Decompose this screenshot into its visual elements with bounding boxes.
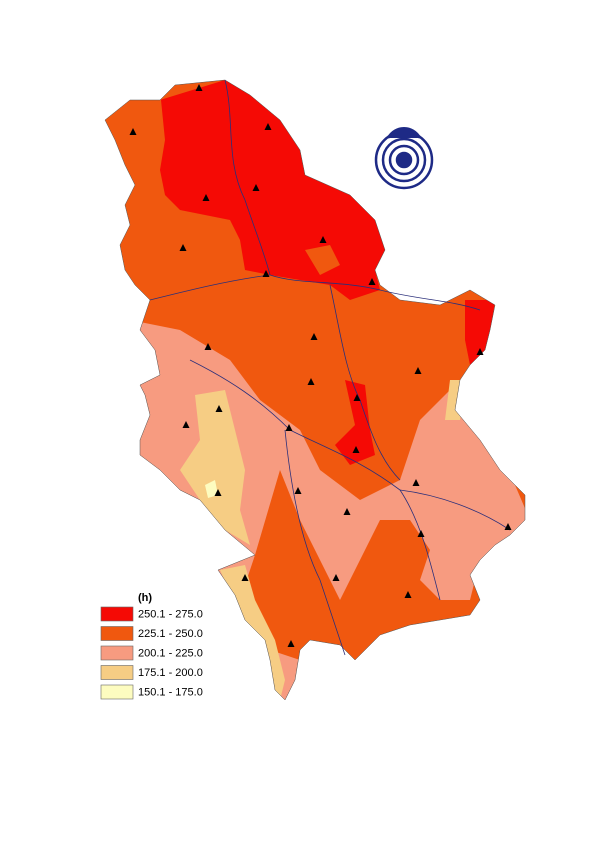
- station: [417, 530, 425, 537]
- legend-swatch: [100, 684, 134, 700]
- station: [368, 278, 376, 285]
- station: [204, 343, 212, 350]
- legend-label: 175.1 - 200.0: [138, 667, 203, 679]
- river: [149, 274, 271, 301]
- station: [332, 574, 340, 581]
- station: [202, 194, 210, 201]
- station: [404, 591, 412, 598]
- legend-title: (h): [138, 592, 152, 604]
- station: [343, 508, 351, 515]
- legend-label: 200.1 - 225.0: [138, 647, 203, 659]
- station: [294, 487, 302, 494]
- station: [252, 184, 260, 191]
- station: [287, 640, 295, 647]
- station: [262, 270, 270, 277]
- zone-150-175: [205, 480, 218, 498]
- station: [179, 244, 187, 251]
- zone-250-275-center: [335, 380, 375, 465]
- logo: [374, 127, 434, 190]
- border: [104, 79, 526, 701]
- legend-label: 225.1 - 250.0: [138, 628, 203, 640]
- legend-swatch: [100, 645, 134, 661]
- station: [353, 394, 361, 401]
- station: [129, 128, 137, 135]
- legend-swatch: [100, 665, 134, 680]
- zone-250-275-north: [160, 80, 385, 300]
- station: [412, 479, 420, 486]
- river: [399, 489, 511, 531]
- legend-label: 250.1 - 275.0: [138, 608, 203, 620]
- station: [264, 123, 272, 130]
- station: [307, 378, 315, 385]
- station: [215, 405, 223, 412]
- station: [182, 421, 190, 428]
- station: [241, 574, 249, 581]
- zone-225-250-patch: [305, 245, 340, 275]
- station: [214, 489, 222, 496]
- station: [319, 236, 327, 243]
- station: [414, 367, 422, 374]
- river: [224, 79, 481, 311]
- legend-label: 150.1 - 175.0: [138, 686, 203, 698]
- station: [310, 333, 318, 340]
- station: [195, 84, 203, 91]
- station: [504, 523, 512, 530]
- legend: (h) 250.1 - 275.0 225.1 - 250.0 200.1 - 22…: [100, 592, 203, 700]
- station: [352, 446, 360, 453]
- zone-175-200-west: [180, 390, 250, 545]
- river: [284, 429, 346, 656]
- stations: [129, 84, 512, 647]
- legend-swatch: [100, 626, 134, 641]
- station: [285, 424, 293, 431]
- river: [329, 284, 401, 481]
- river: [189, 359, 441, 601]
- legend-swatch: [100, 606, 134, 622]
- station: [476, 348, 484, 355]
